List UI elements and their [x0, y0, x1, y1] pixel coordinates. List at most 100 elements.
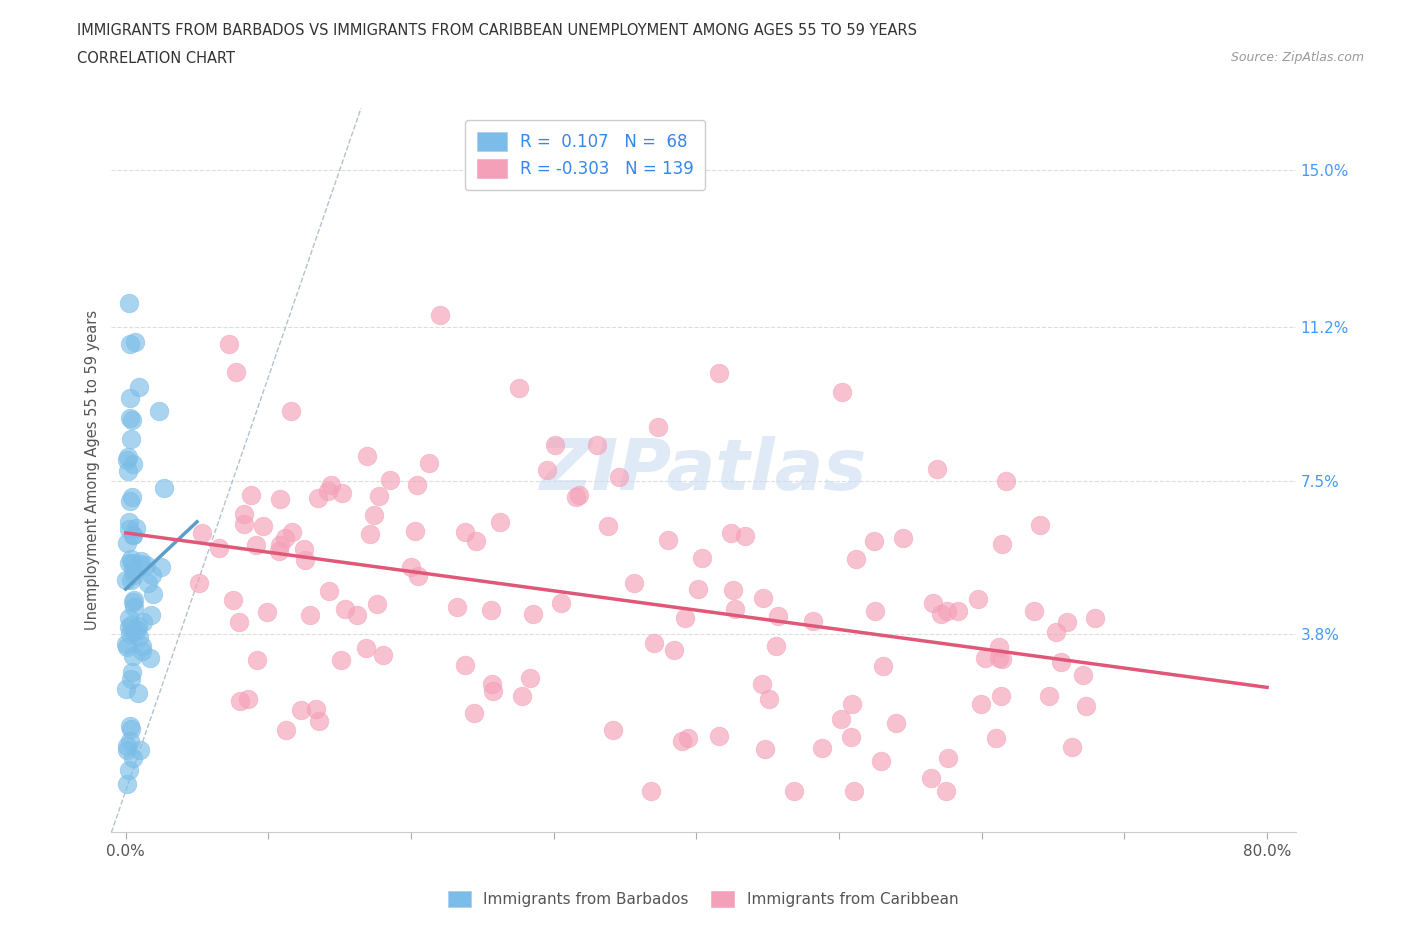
Point [191, 525, 214, 540]
Point [115, 452, 138, 467]
Point [519, 671, 541, 685]
Point [122, 457, 145, 472]
Point [406, 477, 429, 492]
Point [839, 729, 862, 744]
Point [307, 491, 329, 506]
Point [121, 648, 143, 663]
Point [142, 587, 165, 602]
Point [118, 627, 141, 642]
Point [936, 604, 959, 618]
Point [122, 527, 145, 542]
Point [125, 520, 148, 535]
Point [252, 519, 274, 534]
Point [298, 607, 321, 622]
Point [127, 622, 149, 637]
Point [991, 652, 1014, 667]
Point [643, 635, 665, 650]
Point [925, 462, 948, 477]
Point [765, 639, 787, 654]
Point [127, 618, 149, 633]
Point [117, 763, 139, 777]
Point [801, 614, 824, 629]
Text: IMMIGRANTS FROM BARBADOS VS IMMIGRANTS FROM CARIBBEAN UNEMPLOYMENT AMONG AGES 55: IMMIGRANTS FROM BARBADOS VS IMMIGRANTS F… [77, 23, 917, 38]
Point [673, 611, 696, 626]
Point [522, 607, 544, 622]
Point [290, 702, 312, 717]
Text: Source: ZipAtlas.com: Source: ZipAtlas.com [1230, 51, 1364, 64]
Point [330, 485, 353, 500]
Point [118, 610, 141, 625]
Point [366, 596, 388, 611]
Point [378, 472, 401, 487]
Point [318, 583, 340, 598]
Point [454, 525, 477, 539]
Point [754, 741, 776, 756]
Point [121, 751, 143, 765]
Point [122, 599, 145, 614]
Point [229, 694, 252, 709]
Point [359, 526, 381, 541]
Point [783, 784, 806, 799]
Point [115, 681, 138, 696]
Point [602, 723, 624, 737]
Point [129, 553, 152, 568]
Point [218, 337, 240, 352]
Point [280, 404, 302, 418]
Point [465, 534, 488, 549]
Point [935, 784, 957, 799]
Point [238, 692, 260, 707]
Point [399, 560, 422, 575]
Y-axis label: Unemployment Among Ages 55 to 59 years: Unemployment Among Ages 55 to 59 years [86, 310, 100, 631]
Point [228, 615, 250, 630]
Point [121, 664, 143, 679]
Point [221, 593, 243, 608]
Point [122, 567, 145, 582]
Point [120, 432, 142, 446]
Point [121, 412, 143, 427]
Point [1071, 668, 1094, 683]
Point [686, 582, 709, 597]
Point [141, 568, 163, 583]
Point [122, 625, 145, 640]
Point [120, 572, 142, 587]
Point [454, 658, 477, 672]
Point [1056, 614, 1078, 629]
Point [662, 642, 685, 657]
Point [308, 714, 330, 729]
Point [118, 391, 141, 405]
Point [841, 697, 863, 711]
Point [752, 591, 775, 605]
Point [124, 335, 146, 350]
Point [117, 556, 139, 571]
Point [707, 365, 730, 380]
Point [709, 728, 731, 743]
Point [758, 692, 780, 707]
Point [987, 639, 1010, 654]
Point [489, 514, 512, 529]
Point [991, 537, 1014, 551]
Point [1029, 518, 1052, 533]
Point [920, 771, 942, 786]
Point [267, 543, 290, 558]
Point [751, 677, 773, 692]
Point [292, 541, 315, 556]
Point [891, 531, 914, 546]
Point [120, 671, 142, 686]
Point [187, 576, 209, 591]
Point [127, 685, 149, 700]
Point [863, 534, 886, 549]
Point [245, 538, 267, 552]
Point [294, 553, 316, 568]
Point [121, 556, 143, 571]
Point [363, 507, 385, 522]
Point [690, 551, 713, 565]
Point [356, 448, 378, 463]
Point [990, 688, 1012, 703]
Point [676, 731, 699, 746]
Point [354, 641, 377, 656]
Point [128, 379, 150, 394]
Point [122, 593, 145, 608]
Point [844, 784, 866, 799]
Point [114, 573, 136, 588]
Point [936, 751, 959, 765]
